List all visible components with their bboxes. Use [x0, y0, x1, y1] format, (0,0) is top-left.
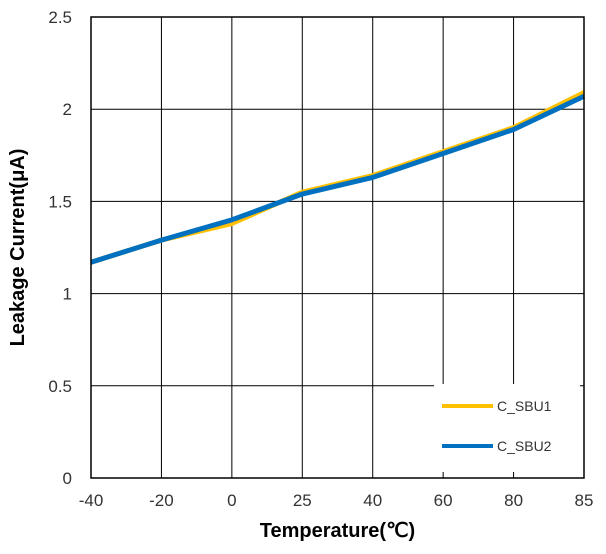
x-tick-label: 60 [434, 491, 453, 510]
x-tick-label: 85 [575, 491, 594, 510]
y-tick-label: 1 [63, 285, 72, 304]
y-tick-labels: 0 0.5 1 1.5 2 2.5 [48, 8, 72, 488]
legend-box [434, 384, 580, 472]
x-tick-label: -20 [149, 491, 174, 510]
series-lines [90, 90, 586, 265]
legend: C_SBU1 C_SBU2 [442, 398, 552, 454]
y-tick-label: 0.5 [48, 377, 72, 396]
x-axis-title: Temperature(℃) [260, 520, 415, 542]
series-line [90, 94, 586, 265]
y-tick-label: 0 [63, 469, 72, 488]
y-axis-title: Leakage Current(μA) [7, 149, 29, 347]
x-tick-label: 40 [363, 491, 382, 510]
y-tick-label: 2 [63, 100, 72, 119]
x-tick-labels: -40 -20 0 25 40 60 80 85 [79, 491, 594, 510]
x-tick-label: 0 [227, 491, 236, 510]
x-tick-label: 80 [504, 491, 523, 510]
y-tick-label: 1.5 [48, 192, 72, 211]
y-tick-label: 2.5 [48, 8, 72, 27]
legend-label: C_SBU2 [497, 438, 552, 454]
x-tick-label: -40 [79, 491, 104, 510]
x-tick-label: 25 [293, 491, 312, 510]
legend-label: C_SBU1 [497, 398, 552, 414]
plot-frame [90, 16, 585, 479]
